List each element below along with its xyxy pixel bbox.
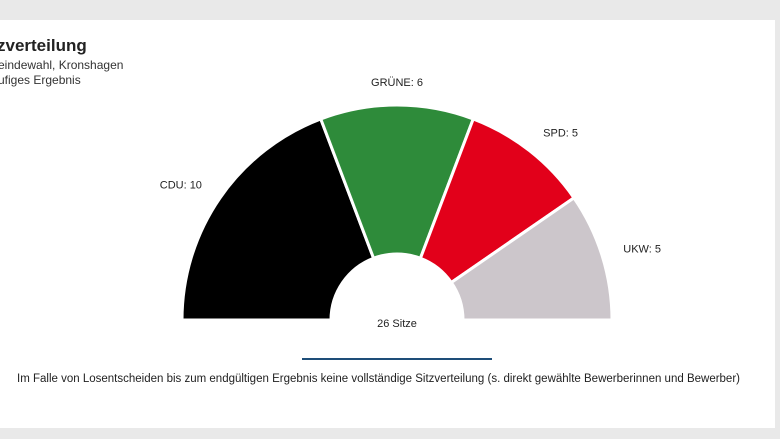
chart-subtitle-status: ufiges Ergebnis	[0, 73, 81, 87]
slice-gr-ne[interactable]	[319, 103, 475, 260]
chart-subtitle-election: eindewahl, Kronshagen	[0, 58, 124, 72]
chart-card: zverteilung eindewahl, Kronshagen ufiges…	[0, 20, 775, 428]
label-gr-ne: GRÜNE: 6	[371, 77, 423, 89]
label-cdu: CDU: 10	[160, 179, 202, 191]
label-spd: SPD: 5	[543, 127, 578, 139]
chart-labels: CDU: 10 GRÜNE: 6 SPD: 5 UKW: 5	[160, 77, 661, 255]
slice-spd[interactable]	[418, 117, 576, 285]
total-seats-label: 26 Sitze	[377, 318, 417, 330]
chart-title: zverteilung	[0, 36, 87, 55]
chart-slices	[180, 103, 614, 322]
slice-ukw[interactable]	[449, 196, 614, 322]
seat-distribution-chart: CDU: 10 GRÜNE: 6 SPD: 5 UKW: 5 26 Sitze	[160, 77, 661, 330]
slice-cdu[interactable]	[180, 117, 376, 322]
label-ukw: UKW: 5	[623, 243, 661, 255]
footnote: Im Falle von Losentscheiden bis zum endg…	[17, 373, 740, 385]
divider-line	[302, 358, 492, 360]
